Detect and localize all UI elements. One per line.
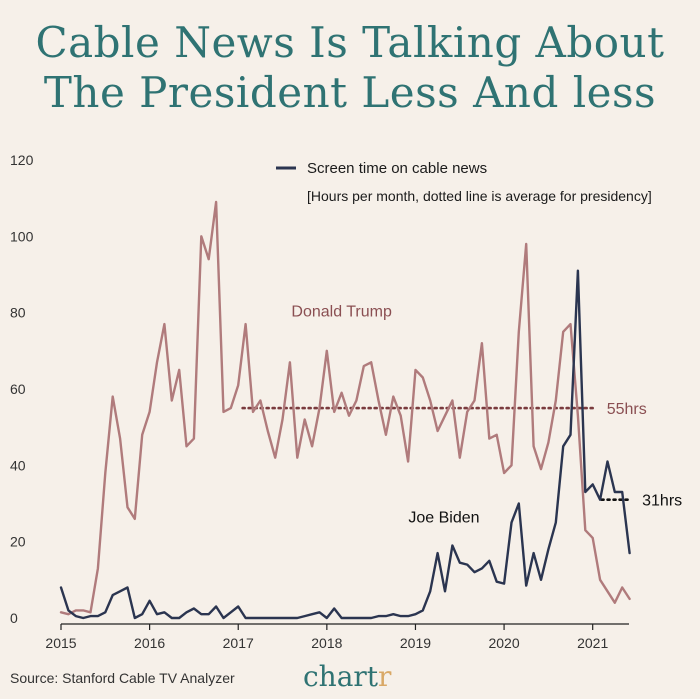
x-axis: 2015 2016 2017 2018 2019 2020 2021 [45,624,608,651]
average-label-donald-trump: 55hrs [607,401,647,418]
source-note: Source: Stanford Cable TV Analyzer [10,670,235,686]
series-label-joe-biden: Joe Biden [408,510,479,527]
average-label-joe-biden: 31hrs [642,493,682,510]
y-tick-label: 20 [10,534,26,550]
x-tick-label: 2017 [223,635,254,651]
series-label-donald-trump: Donald Trump [291,303,392,320]
brand-logo-main: chart [303,660,379,693]
legend-label: Screen time on cable news [307,160,487,177]
chart-note: [Hours per month, dotted line is average… [307,188,652,204]
brand-logo-accent: r [378,660,392,693]
y-tick-label: 80 [10,305,26,321]
chart-title: Cable News Is Talking About The Presiden… [0,18,700,118]
series-line-donald-trump [59,200,631,616]
y-tick-label: 40 [10,457,26,473]
average-lines: 55hrs 31hrs [241,401,682,510]
y-tick-label: 0 [10,610,18,626]
y-axis: 0 20 40 60 80 100 120 [10,152,34,626]
series-line-joe-biden [59,269,631,620]
y-tick-label: 100 [10,228,34,244]
brand-logo: chartr [303,660,391,693]
x-tick-label: 2021 [577,635,608,651]
chart-title-line2: The President Less And less [43,68,657,117]
series-lines [59,200,631,620]
series-labels: Donald Trump Joe Biden [291,303,479,526]
x-tick-label: 2016 [134,635,165,651]
y-tick-label: 120 [10,152,34,168]
legend: Screen time on cable news [Hours per mon… [276,160,652,204]
x-tick-label: 2019 [400,635,431,651]
x-tick-label: 2015 [45,635,76,651]
y-tick-label: 60 [10,381,26,397]
chart-title-line1: Cable News Is Talking About [35,18,665,67]
x-tick-label: 2020 [488,635,519,651]
x-tick-label: 2018 [311,635,342,651]
